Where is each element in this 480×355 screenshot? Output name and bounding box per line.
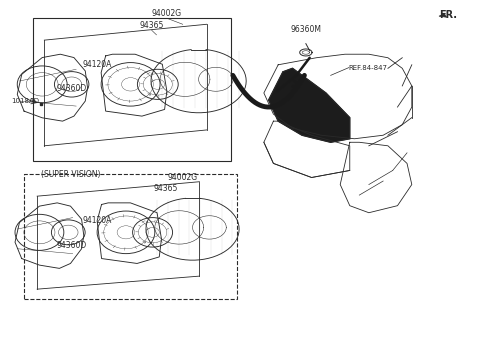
Text: (SUPER VISION): (SUPER VISION) bbox=[41, 170, 100, 179]
Text: 96360M: 96360M bbox=[290, 25, 321, 34]
Bar bbox=[24, 174, 237, 299]
Text: 94365: 94365 bbox=[140, 21, 164, 30]
Text: 1018AD: 1018AD bbox=[11, 98, 39, 104]
Text: 94002G: 94002G bbox=[168, 173, 198, 182]
Text: 94360D: 94360D bbox=[56, 84, 86, 93]
Polygon shape bbox=[439, 14, 446, 17]
Text: 94365: 94365 bbox=[154, 184, 178, 193]
Text: 94360D: 94360D bbox=[56, 241, 86, 250]
Polygon shape bbox=[269, 68, 350, 142]
Text: REF.84-847: REF.84-847 bbox=[349, 65, 388, 71]
Text: FR.: FR. bbox=[440, 10, 457, 20]
Text: 94120A: 94120A bbox=[82, 216, 111, 225]
Text: 94002G: 94002G bbox=[152, 9, 182, 18]
Text: 94120A: 94120A bbox=[82, 60, 111, 69]
Bar bbox=[34, 18, 231, 160]
